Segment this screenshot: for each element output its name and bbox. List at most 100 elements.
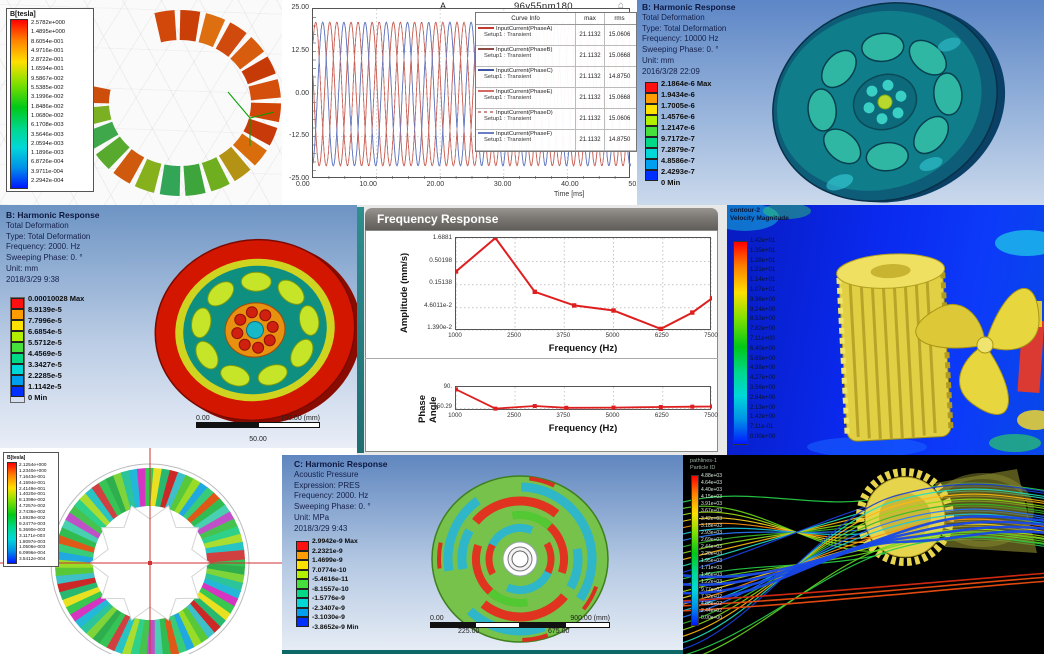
scale-ruler: 0.00 900.00 (mm) 225.00 675.00 (430, 615, 610, 637)
ruler-segment (475, 622, 520, 628)
curve-line-sample (478, 69, 494, 72)
flux-density-wedge (55, 568, 95, 585)
legend-value: 3.18e+03 (701, 522, 722, 529)
result-info-line: Frequency: 10000 Hz (642, 34, 719, 44)
amplitude-plot-frame (455, 237, 712, 331)
result-info-line: Expression: PRES (294, 480, 360, 490)
phase-data-marker (532, 404, 537, 409)
legend-value: 3.42e+03 (701, 515, 722, 522)
curve-info-row: InputCurrent(PhaseF) Setup1 : Transient … (476, 130, 636, 151)
legend-color-band (296, 560, 309, 570)
legend-value: 2.4149e-001 (19, 485, 46, 491)
flux-density-wedge (155, 618, 171, 654)
flux-density-wedge (98, 478, 126, 516)
legend-color-band (296, 607, 309, 617)
legend-value: 4.88e+02 (701, 600, 722, 607)
legend-value: 6.0996e-004 (19, 550, 46, 556)
legend-values: 2.9942e-9 Max 2.2321e-9 1.4699e-9 7.0774e-1… (312, 537, 358, 632)
window-titlebar[interactable]: Frequency Response (365, 208, 718, 230)
gear-model (836, 253, 954, 442)
acoustic-disc-model (431, 475, 609, 643)
legend-value: 2.2321e-9 (312, 547, 343, 555)
legend-value: -1.5776e-9 (312, 595, 345, 602)
legend-values: 2.1864e-6 Max 1.9434e-6 1.7005e-6 1.4576e-6… (661, 78, 711, 188)
legend-value: 1.8097e-003 (19, 538, 46, 544)
result-info-lines: Acoustic Pressure Expression: PRES Frequen… (294, 470, 388, 535)
gear-teeth (856, 468, 954, 566)
flux-density-wedge (150, 619, 163, 654)
particle-streamline (683, 515, 1044, 579)
ruler-label-end: 100.00 (mm) (280, 415, 320, 422)
legend-value: 3.91e+03 (701, 501, 722, 508)
curve-name-cell: InputCurrent(PhaseD) Setup1 : Transient (476, 109, 576, 129)
flux-density-wedge (190, 595, 226, 628)
legend-value: 1.5929e-002 (19, 515, 46, 521)
curve-name-cell: InputCurrent(PhaseA) Setup1 : Transient (476, 25, 576, 45)
flux-density-wedge (203, 533, 244, 553)
x-tick-label: 5000 (605, 332, 620, 339)
stator-coil-segment (134, 158, 162, 193)
legend-value: 3.9711e-004 (31, 168, 64, 175)
flux-density-wedge (206, 563, 246, 577)
plot-title: 96v55nm180 (514, 1, 573, 12)
curve-setup: Setup1 : Transient (484, 74, 532, 80)
legend-value: 4.15e+03 (701, 494, 722, 501)
legend-value: 8.53e+00 (750, 316, 776, 323)
legend-color-band (11, 298, 24, 309)
legend-color-band (11, 353, 24, 364)
flux-density-wedge (85, 603, 118, 639)
legend-value: 2.44e+02 (701, 607, 722, 614)
phase-y-ticks: 90. -150.29 (425, 384, 452, 410)
legend-value: 6.8726e-004 (31, 159, 64, 166)
legend-value: 4.64e+03 (701, 480, 722, 487)
legend-value: -2.3407e-9 (312, 604, 345, 612)
flux-density-wedge (105, 612, 131, 652)
result-info-line: Sweeping Phase: 0. ° (294, 502, 371, 512)
flux-legend-box: B[tesla] 2.5782e+000 1.4895e+000 8.6054e-0… (6, 8, 94, 192)
result-info-line: Total Deformation (642, 12, 705, 22)
stator-coil-segment (179, 10, 201, 42)
flux-density-wedge (201, 526, 241, 548)
legend-values: 0.00010028 Max 8.9139e-5 7.7996e-5 6.6854e-… (28, 293, 84, 403)
flux-density-wedge (165, 614, 187, 654)
flux-density-wedge (79, 599, 114, 634)
x-tick-label: 3750 (556, 412, 571, 419)
ruler-segment (258, 422, 320, 428)
legend-color-band (296, 579, 309, 589)
curve-info-row: InputCurrent(PhaseE) Setup1 : Transient … (476, 88, 636, 109)
x-axis-label: Time [ms] (554, 191, 585, 198)
x-tick-label: 3750 (556, 332, 571, 339)
stator-model (79, 10, 281, 196)
x-tick-label: 10.00 (359, 181, 377, 188)
flux-density-wedge (128, 468, 145, 508)
legend-color-band (11, 320, 24, 331)
result-info-line: 2016/3/28 22:09 (642, 66, 700, 76)
deformation-legend: 0.00010028 Max 8.9139e-5 7.7996e-5 6.6854e-… (10, 294, 84, 403)
x-tick-label: 6250 (654, 332, 669, 339)
curve-setup: Setup1 : Transient (484, 32, 532, 38)
curve-setup: Setup1 : Transient (484, 116, 532, 122)
legend-value: 2.8722e-001 (31, 57, 64, 64)
amplitude-curve (456, 238, 712, 330)
legend-value: 4.1594e-001 (19, 479, 46, 485)
curve-max: 21.1132 (576, 109, 605, 129)
legend-value: 3.3427e-5 (28, 360, 62, 369)
curve-name: InputCurrent(PhaseB) (496, 47, 553, 53)
amplitude-data-marker (532, 289, 537, 295)
result-info-line: Type: Total Deformation (6, 231, 91, 241)
legend-value: 5.69e+00 (750, 355, 776, 362)
home-icon: ⌂ (618, 0, 625, 11)
flux-density-wedge (193, 591, 231, 622)
legend-value: 5.5712e-5 (28, 338, 62, 347)
result-info-line: Type: Total Deformation (642, 23, 727, 33)
curve-name-cell: InputCurrent(PhaseF) Setup1 : Transient (476, 130, 576, 150)
legend-value: 6.1708e-003 (31, 122, 64, 129)
legend-value: 1.95e+03 (701, 558, 722, 565)
x-tick-label: 1000 (448, 332, 462, 339)
panel-frequency-response: Frequency Response Amplitude (mm/s) 1.68… (357, 205, 727, 455)
legend-value: 7.11e+00 (750, 335, 775, 342)
legend-value: 7.7996e-5 (28, 316, 62, 325)
legend-value: 3.1171e-003 (19, 532, 45, 538)
streamlines-scene (683, 468, 1044, 654)
